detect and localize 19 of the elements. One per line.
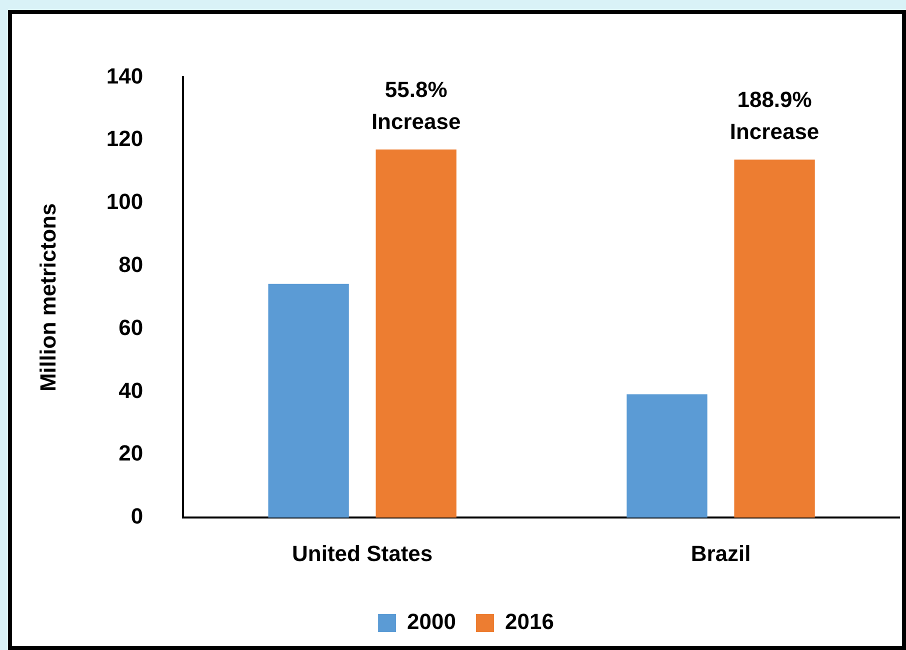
y-tick-label: 20 [118, 440, 144, 466]
bar [376, 150, 456, 518]
annotation: 55.8% Increase [370, 76, 462, 136]
legend-label: 2016 [505, 609, 554, 634]
bar [626, 394, 708, 518]
legend-label: 2000 [407, 609, 456, 634]
y-tick-label: 80 [118, 252, 144, 278]
y-tick-label: 0 [130, 504, 144, 529]
bar [734, 160, 815, 518]
y-axis-title: Million metrictons [35, 203, 60, 392]
y-tick-label: 140 [106, 63, 144, 88]
y-tick-label: 120 [106, 126, 144, 152]
y-tick-label: 40 [118, 378, 144, 403]
x-tick-label: United States [292, 540, 433, 566]
y-tick-label: 100 [106, 189, 144, 214]
y-tick-label: 60 [118, 314, 144, 340]
bar [268, 284, 349, 518]
x-tick-label: Brazil [690, 540, 751, 566]
annotation: 188.9% Increase [728, 86, 820, 146]
